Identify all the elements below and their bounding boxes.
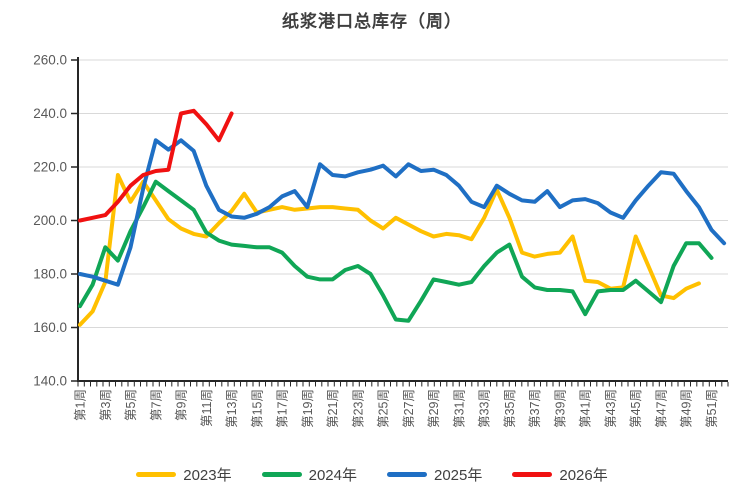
x-tick-label: 第5周 [124, 389, 138, 421]
legend-swatch [261, 471, 302, 477]
legend-label: 2025年 [434, 466, 483, 484]
y-tick-label: 140.0 [33, 374, 67, 389]
legend-item-2026年: 2026年 [512, 464, 608, 485]
legend-item-2024年: 2024年 [261, 464, 357, 485]
legend-swatch [136, 471, 177, 477]
x-tick-label: 第29周 [427, 389, 441, 428]
x-tick-label: 第47周 [655, 389, 669, 428]
series-line-2025年 [78, 138, 727, 287]
x-tick-label: 第13周 [225, 389, 239, 428]
legend-item-2025年: 2025年 [387, 464, 482, 485]
x-tick-label: 第11周 [200, 389, 214, 427]
x-tick-label: 第31周 [452, 389, 466, 428]
legend-label: 2023年 [183, 466, 232, 484]
x-tick-label: 第51周 [705, 389, 719, 428]
x-tick-label: 第23周 [351, 389, 365, 428]
y-tick-label: 200.0 [33, 213, 67, 228]
x-tick-label: 第9周 [175, 389, 189, 421]
legend-item-2023年: 2023年 [136, 464, 232, 485]
chart-legend: 2023年 2024年 2025年 2026年 [0, 461, 744, 487]
y-tick-label: 160.0 [33, 320, 67, 335]
x-tick-label: 第15周 [250, 389, 264, 428]
x-tick-label: 第49周 [680, 389, 694, 428]
series-line-2024年 [78, 179, 714, 323]
series-line-2023年 [78, 173, 701, 327]
legend-swatch [512, 471, 553, 477]
x-tick-label: 第17周 [276, 389, 290, 428]
x-tick-label: 第39周 [553, 389, 567, 428]
x-tick-label: 第45周 [629, 389, 643, 428]
x-tick-label: 第35周 [503, 389, 517, 428]
series-line-2026年 [78, 108, 234, 223]
y-tick-label: 180.0 [33, 267, 67, 282]
y-tick-label: 260.0 [33, 53, 67, 68]
x-tick-label: 第27周 [402, 389, 416, 428]
y-tick-label: 220.0 [33, 160, 67, 175]
x-tick-label: 第21周 [326, 389, 340, 428]
x-tick-label: 第41周 [579, 389, 593, 428]
y-tick-label: 240.0 [33, 106, 67, 121]
x-tick-label: 第33周 [478, 389, 492, 428]
x-tick-label: 第25周 [377, 389, 391, 428]
x-tick-label: 第1周 [74, 389, 88, 421]
legend-label: 2026年 [559, 466, 608, 484]
x-tick-label: 第19周 [301, 389, 315, 428]
legend-swatch [387, 471, 427, 477]
x-tick-label: 第43周 [604, 389, 618, 428]
x-tick-label: 第37周 [528, 389, 542, 428]
chart-title: 纸浆港口总库存（周） [282, 12, 462, 31]
legend-label: 2024年 [308, 466, 357, 484]
x-tick-label: 第7周 [149, 389, 163, 421]
x-tick-label: 第3周 [99, 389, 113, 421]
